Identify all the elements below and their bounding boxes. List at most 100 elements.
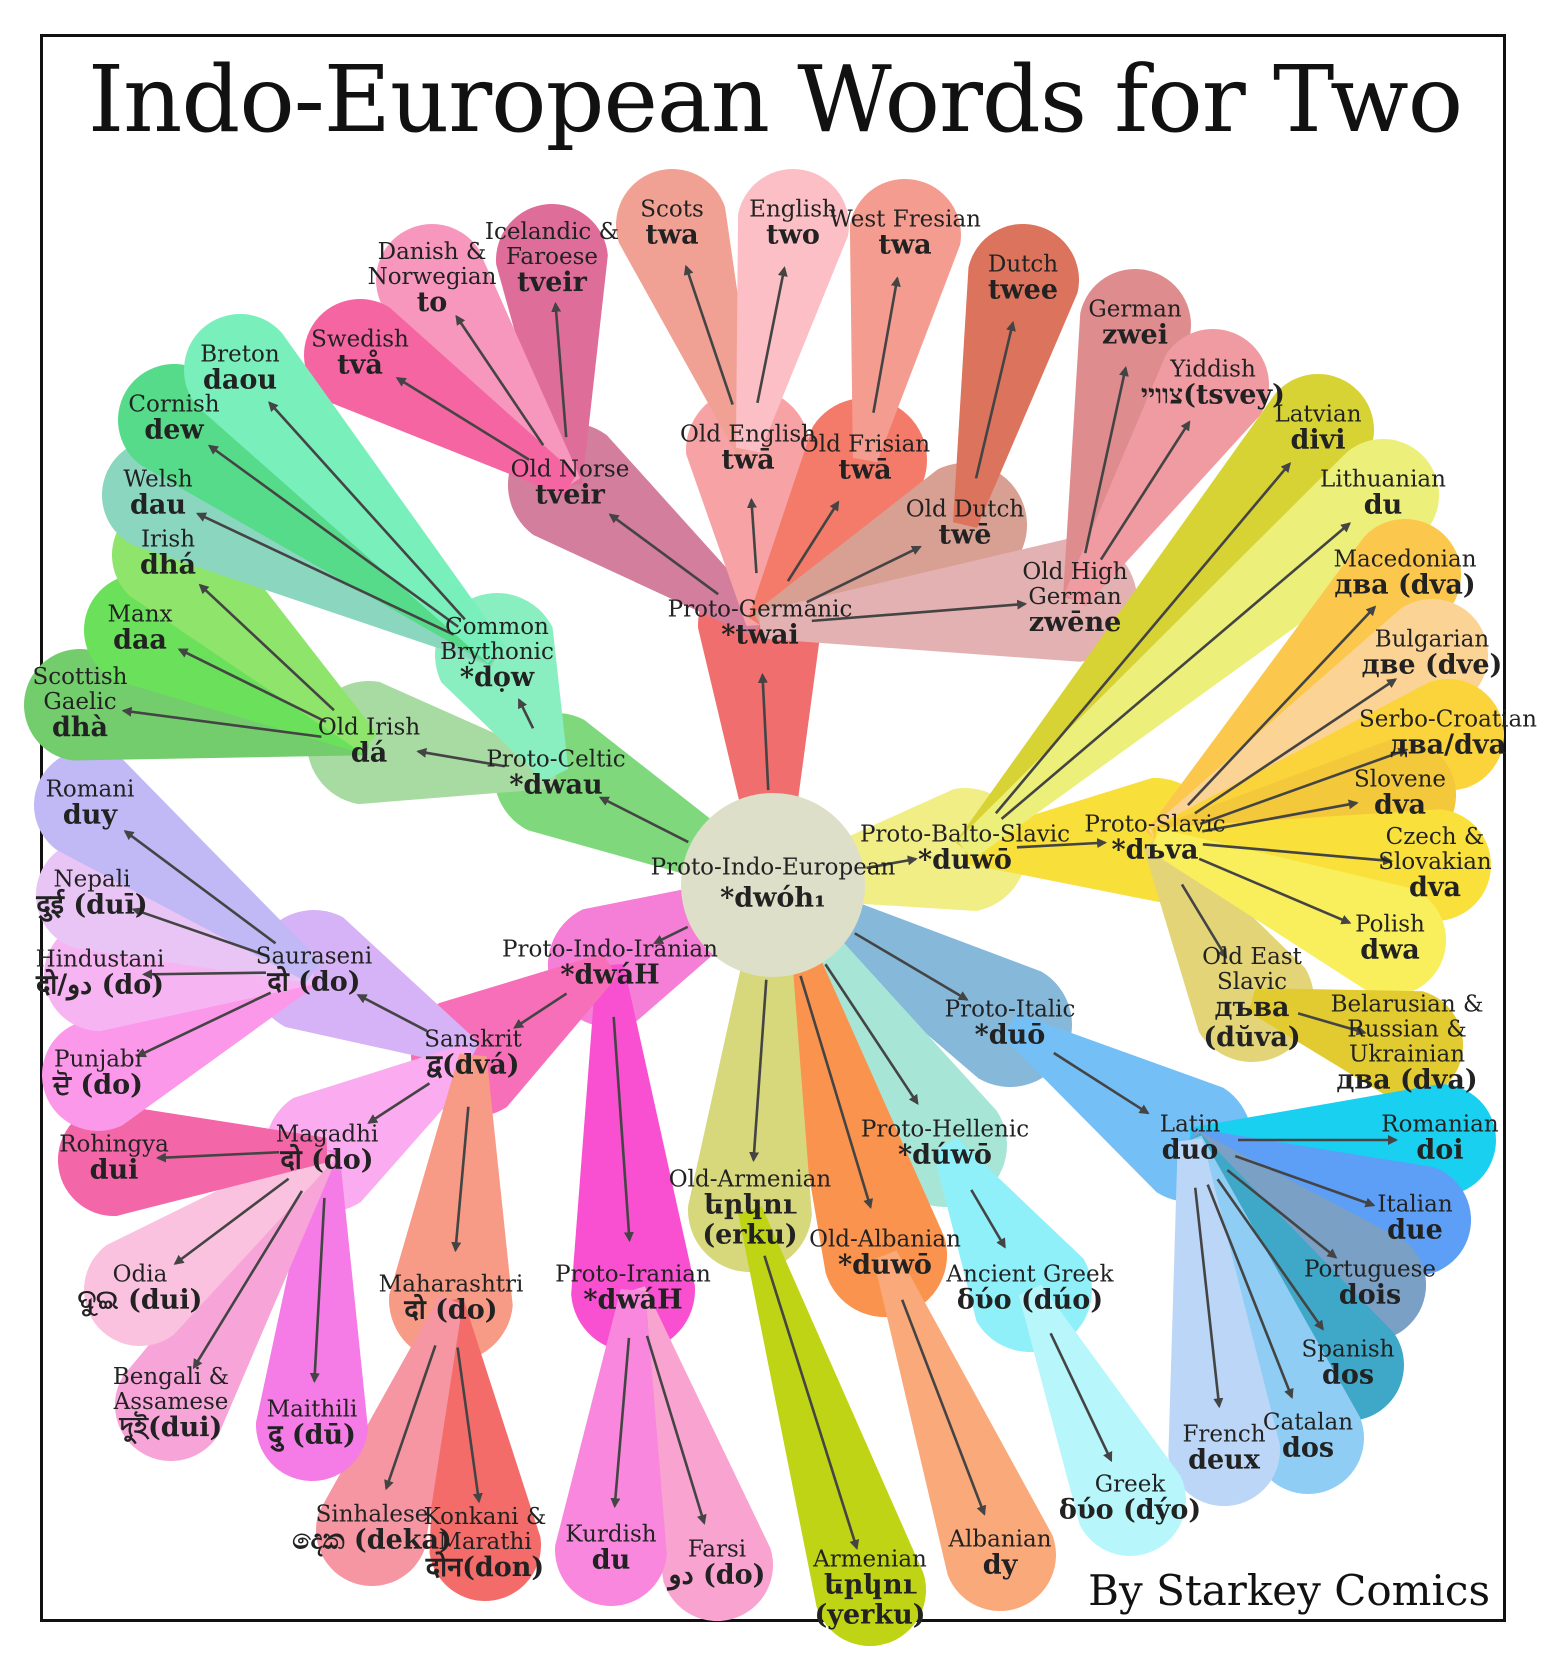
arrow	[1000, 522, 1351, 820]
node-name: Cornish	[128, 391, 219, 417]
node-name: Proto-Iranian	[555, 1261, 711, 1287]
node-word: երկու	[704, 1189, 797, 1220]
arrow	[1226, 1169, 1338, 1259]
node-name: Old Norse	[511, 456, 630, 482]
node-name: Hindustani	[36, 946, 165, 972]
node-name: Scots	[640, 196, 704, 222]
arrow	[395, 377, 530, 461]
arrow	[1049, 1332, 1113, 1463]
arrow	[645, 1335, 707, 1525]
node-cel: Proto-Celtic*dwau	[486, 746, 625, 800]
arrow	[309, 1197, 326, 1384]
node-word: duo	[1162, 1134, 1219, 1165]
arrow	[653, 925, 689, 945]
leaf-petal	[1062, 268, 1192, 603]
node-name: Proto-Indo-European	[651, 855, 896, 881]
node-name: Spanish	[1302, 1336, 1395, 1362]
node-petal-ohg	[758, 537, 1137, 662]
node-word: (yerku)	[815, 1599, 926, 1630]
node-name: Polish	[1355, 911, 1425, 937]
node-petal-alb	[759, 881, 948, 1318]
arrow	[746, 497, 758, 574]
leaf-petal	[953, 223, 1080, 528]
node-name: Proto-Slavic	[1084, 811, 1225, 837]
arrow	[1194, 678, 1398, 815]
node-petal-ira	[571, 964, 696, 1353]
node-name: Sanskrit	[424, 1026, 522, 1052]
arrow	[1198, 857, 1352, 925]
node-name: Romani	[46, 776, 135, 802]
arrow	[1216, 1178, 1324, 1331]
node-name: Ukrainian	[1349, 1041, 1465, 1067]
node-word: две (dve)	[1362, 649, 1503, 680]
node-name: Old High	[1022, 559, 1127, 585]
node-root: Proto-Indo-European*dwóh₁	[651, 855, 896, 914]
node-name: Magadhi	[276, 1121, 379, 1147]
node-name: Proto-Balto-Slavic	[860, 821, 1070, 847]
node-word: two	[766, 219, 820, 250]
arrow	[866, 855, 918, 870]
arrow	[854, 932, 969, 1001]
node-word: twā	[838, 454, 891, 485]
arrow	[994, 462, 1291, 815]
leaf-petal	[738, 1206, 927, 1647]
arrow	[131, 907, 270, 958]
leaf-petal	[1248, 988, 1463, 1101]
arrow	[195, 512, 455, 636]
arrow	[1099, 420, 1191, 561]
arrow	[786, 500, 840, 582]
node-name: Nepali	[54, 866, 131, 892]
node-name: Dutch	[988, 251, 1058, 277]
arrow	[367, 1082, 431, 1124]
node-word: daou	[203, 364, 277, 395]
node-word: (erku)	[702, 1219, 797, 1250]
arrow	[824, 963, 919, 1105]
node-word: deux	[1188, 1444, 1261, 1475]
arrow	[683, 264, 734, 405]
node-name: Slavic	[1217, 969, 1287, 995]
node-word: දෙක (deka)	[292, 1524, 452, 1556]
arrow	[123, 830, 277, 945]
node-name: Old Dutch	[906, 496, 1025, 522]
node-name: Italian	[1377, 1191, 1452, 1217]
root-node	[681, 793, 865, 977]
node-name: Latin	[1160, 1111, 1221, 1137]
node-name: Russian &	[1347, 1016, 1466, 1042]
node-name: German	[1088, 296, 1182, 322]
node-name: Belarusian &	[1331, 991, 1484, 1017]
node-word: *dwóh₁	[720, 883, 826, 914]
node-name: French	[1182, 1421, 1265, 1447]
arrow	[1297, 1012, 1367, 1036]
arrow	[811, 599, 1028, 623]
node-word: twa	[645, 219, 698, 250]
node-name: Old-Albanian	[809, 1226, 961, 1252]
node-word: দুই(dui)	[119, 1410, 223, 1444]
leaf-petal	[616, 168, 760, 454]
node-name: Bulgarian	[1375, 626, 1490, 652]
node-name: Serbo-Croatian	[1359, 706, 1537, 732]
node-word: divi	[1290, 424, 1345, 455]
arrow	[384, 1344, 437, 1491]
arrow	[1053, 1051, 1150, 1115]
node-word: *twai	[721, 619, 799, 650]
leaf-petal	[555, 1288, 667, 1607]
arrow	[173, 1177, 290, 1265]
node-name: Romanian	[1381, 1111, 1499, 1137]
